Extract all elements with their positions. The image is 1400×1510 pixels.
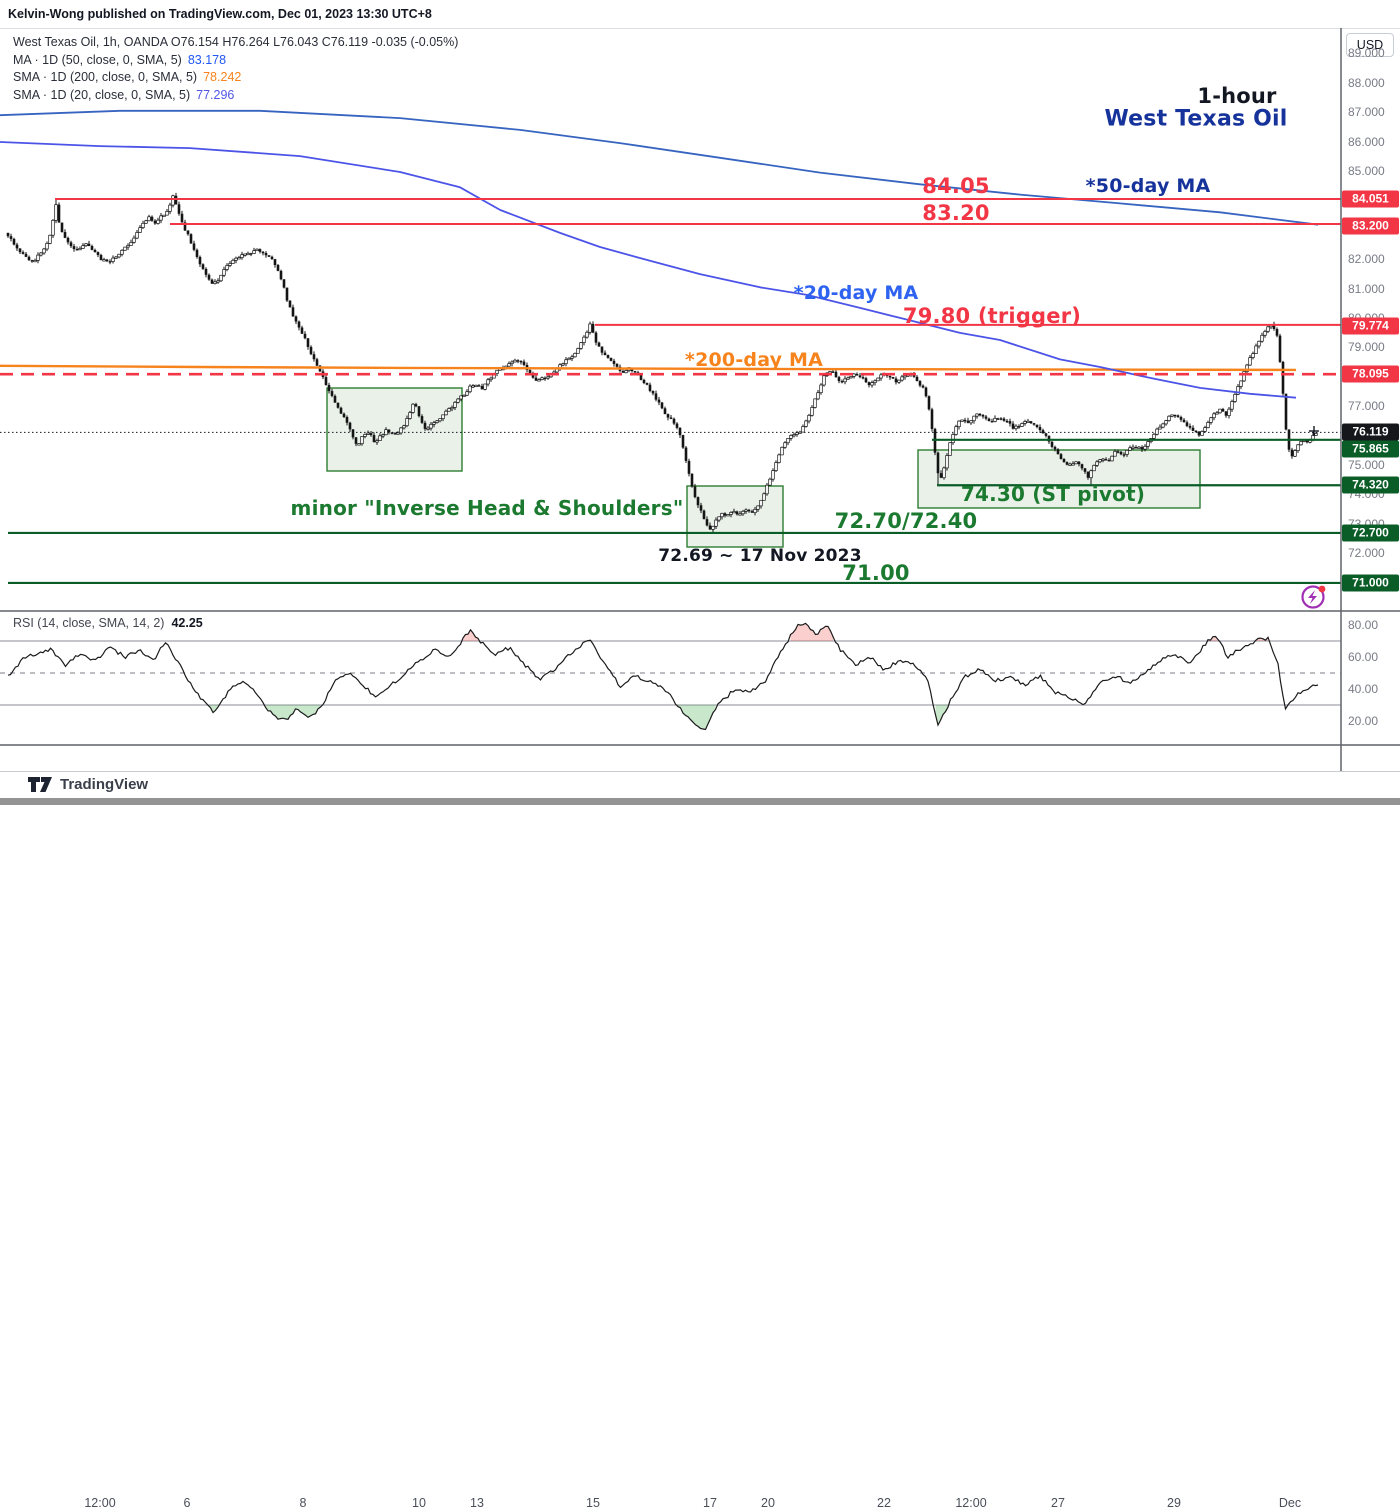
legend-sma200-row[interactable]: SMA · 1D (200, close, 0, SMA, 5) 78.242 [13,69,458,87]
time-axis-label-15: 15 [586,1496,600,1510]
flash-ideas-icon[interactable] [1301,585,1326,609]
time-axis-label-27: 27 [1051,1496,1065,1510]
legend-sma20-label: SMA · 1D (20, close, 0, SMA, 5) [13,87,191,102]
time-axis-label-Dec: Dec [1278,1496,1302,1510]
time-axis-label-1200: 12:00 [955,1496,987,1510]
ma200-line [0,364,1297,372]
currency-selector-button[interactable]: USD [1346,33,1394,57]
price-axis[interactable] [1341,28,1400,612]
legend-sma20-value: 77.296 [196,87,235,102]
time-axis-label-13: 13 [470,1496,484,1510]
time-axis[interactable]: 12:00 6 8 10 13 15 17 20 22 12:00 27 29 Dec [0,745,1400,1510]
legend-ma50-row[interactable]: MA · 1D (50, close, 0, SMA, 5) 83.178 [13,52,458,70]
chart-legend: West Texas Oil, 1h, OANDA O76.154 H76.26… [13,34,458,104]
rsi-legend-value: 42.25 [171,616,203,630]
attribution-text: Kelvin-Wong published on TradingView.com… [8,7,432,21]
chart-canvas [0,28,1400,772]
time-axis-label-1200: 12:00 [84,1496,116,1510]
legend-ma50-value: 83.178 [187,52,227,67]
tradingview-logo[interactable]: TradingView [28,776,148,793]
rsi-line [7,622,1319,731]
legend-sma200-value: 78.242 [203,70,242,84]
legend-symbol-row[interactable]: West Texas Oil, 1h, OANDA O76.154 H76.26… [13,35,459,49]
pattern-box-st-pivot-zone [917,449,1201,509]
rsi-legend-label: RSI (14, close, SMA, 14, 2) [13,616,165,630]
time-axis-label-17: 17 [703,1496,717,1510]
tradingview-logo-text: TradingView [60,776,149,793]
time-axis-label-20: 20 [761,1496,775,1510]
time-axis-label-29: 29 [1167,1496,1181,1510]
pattern-box-head [686,485,784,548]
pattern-box-left-shoulder [326,387,463,472]
legend-ma50-label: MA · 1D (50, close, 0, SMA, 5) [13,52,182,67]
legend-sma20-row[interactable]: SMA · 1D (20, close, 0, SMA, 5) 77.296 [13,87,458,105]
time-axis-label-8: 8 [299,1496,307,1510]
time-axis-label-6: 6 [183,1496,191,1510]
time-axis-label-22: 22 [877,1496,891,1510]
ma50-line [0,109,1319,226]
rsi-legend[interactable]: RSI (14, close, SMA, 14, 2) 42.25 [13,616,203,630]
ma20-line [0,141,1297,399]
tradingview-logo-icon [28,777,52,792]
bottom-scroll-bar[interactable] [0,798,1400,805]
tradingview-snapshot: Kelvin-Wong published on TradingView.com… [0,7,1400,1510]
rsi-axis[interactable] [1341,612,1400,745]
legend-sma200-label: SMA · 1D (200, close, 0, SMA, 5) [13,70,198,84]
time-axis-label-10: 10 [412,1496,426,1510]
